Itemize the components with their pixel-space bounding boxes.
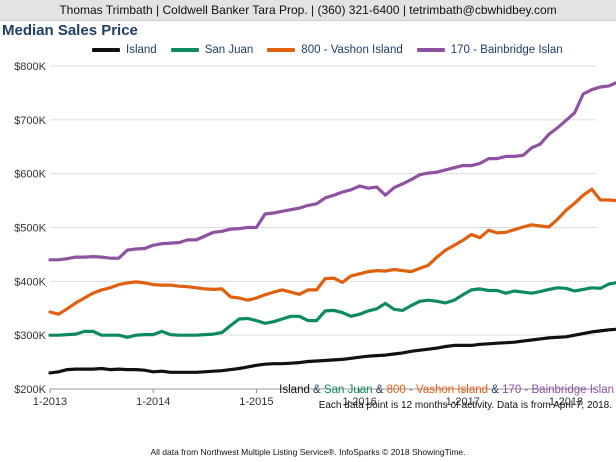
y-tick-label: $700K	[14, 115, 46, 127]
axes: $200K $300K $400K $500K $600K $700K $800K 1-201…	[14, 61, 596, 408]
footer-caption-part: &	[372, 384, 387, 396]
footer-caption-part: San Juan	[323, 384, 373, 396]
footer-caption-part: Island	[279, 384, 310, 396]
y-tick-label: $200K	[14, 384, 46, 396]
legend-swatch	[92, 48, 120, 52]
x-tick-label: 1-2013	[33, 396, 67, 408]
x-tick-label: 1-2016	[342, 396, 376, 408]
x-tick-label: 1-2014	[136, 396, 170, 408]
y-tick-label: $600K	[14, 169, 46, 181]
chart-title: Median Sales Price	[2, 22, 138, 39]
footer-series-caption: Island & San Juan & 800 - Vashon Island …	[279, 384, 614, 396]
legend-swatch	[416, 48, 445, 52]
y-tick-label: $500K	[14, 223, 46, 235]
footer-note: Each data point is 12 months of activity…	[318, 400, 612, 411]
series-line-san-juan	[48, 281, 616, 339]
legend-item: 800 - Vashon Island	[267, 44, 403, 56]
header-text: Thomas Trimbath | Coldwell Banker Tara P…	[59, 3, 557, 17]
footer-caption-part: &	[488, 384, 503, 396]
grid-lines	[50, 65, 596, 390]
legend-label: Island	[126, 44, 157, 56]
series-line-island	[48, 327, 616, 375]
legend-swatch	[267, 48, 296, 52]
legend-item: 170 - Bainbridge Islan	[416, 44, 563, 56]
series-line-800-vashon-island	[48, 187, 616, 316]
series-line-170-bainbridge-islan	[48, 81, 616, 262]
footer-caption-part: 800 - Vashon Island	[386, 384, 489, 396]
legend-item: Island	[92, 44, 157, 56]
y-tick-label: $300K	[14, 330, 46, 342]
footer-caption-part: &	[309, 384, 324, 396]
legend-label: 800 - Vashon Island	[301, 44, 403, 56]
x-tick-label: 1-2017	[446, 396, 480, 408]
legend-swatch	[170, 48, 199, 52]
legend-item: San Juan	[170, 44, 254, 56]
y-tick-label: $400K	[14, 276, 46, 288]
series-lines	[48, 81, 616, 375]
footer-caption-part: 170 - Bainbridge Islan	[502, 384, 614, 396]
legend-label: 170 - Bainbridge Islan	[450, 44, 563, 56]
y-tick-label: $800K	[14, 61, 46, 73]
x-tick-label: 1-2015	[239, 396, 273, 408]
legend-label: San Juan	[204, 44, 254, 56]
chart-legend: Island San Juan 800 - Vashon Island 170 - B…	[92, 41, 577, 59]
footer-source: All data from Northwest Multiple Listing…	[150, 447, 466, 457]
x-tick-label: 1-2018	[549, 396, 583, 408]
header-bar: Thomas Trimbath | Coldwell Banker Tara P…	[0, 0, 616, 21]
